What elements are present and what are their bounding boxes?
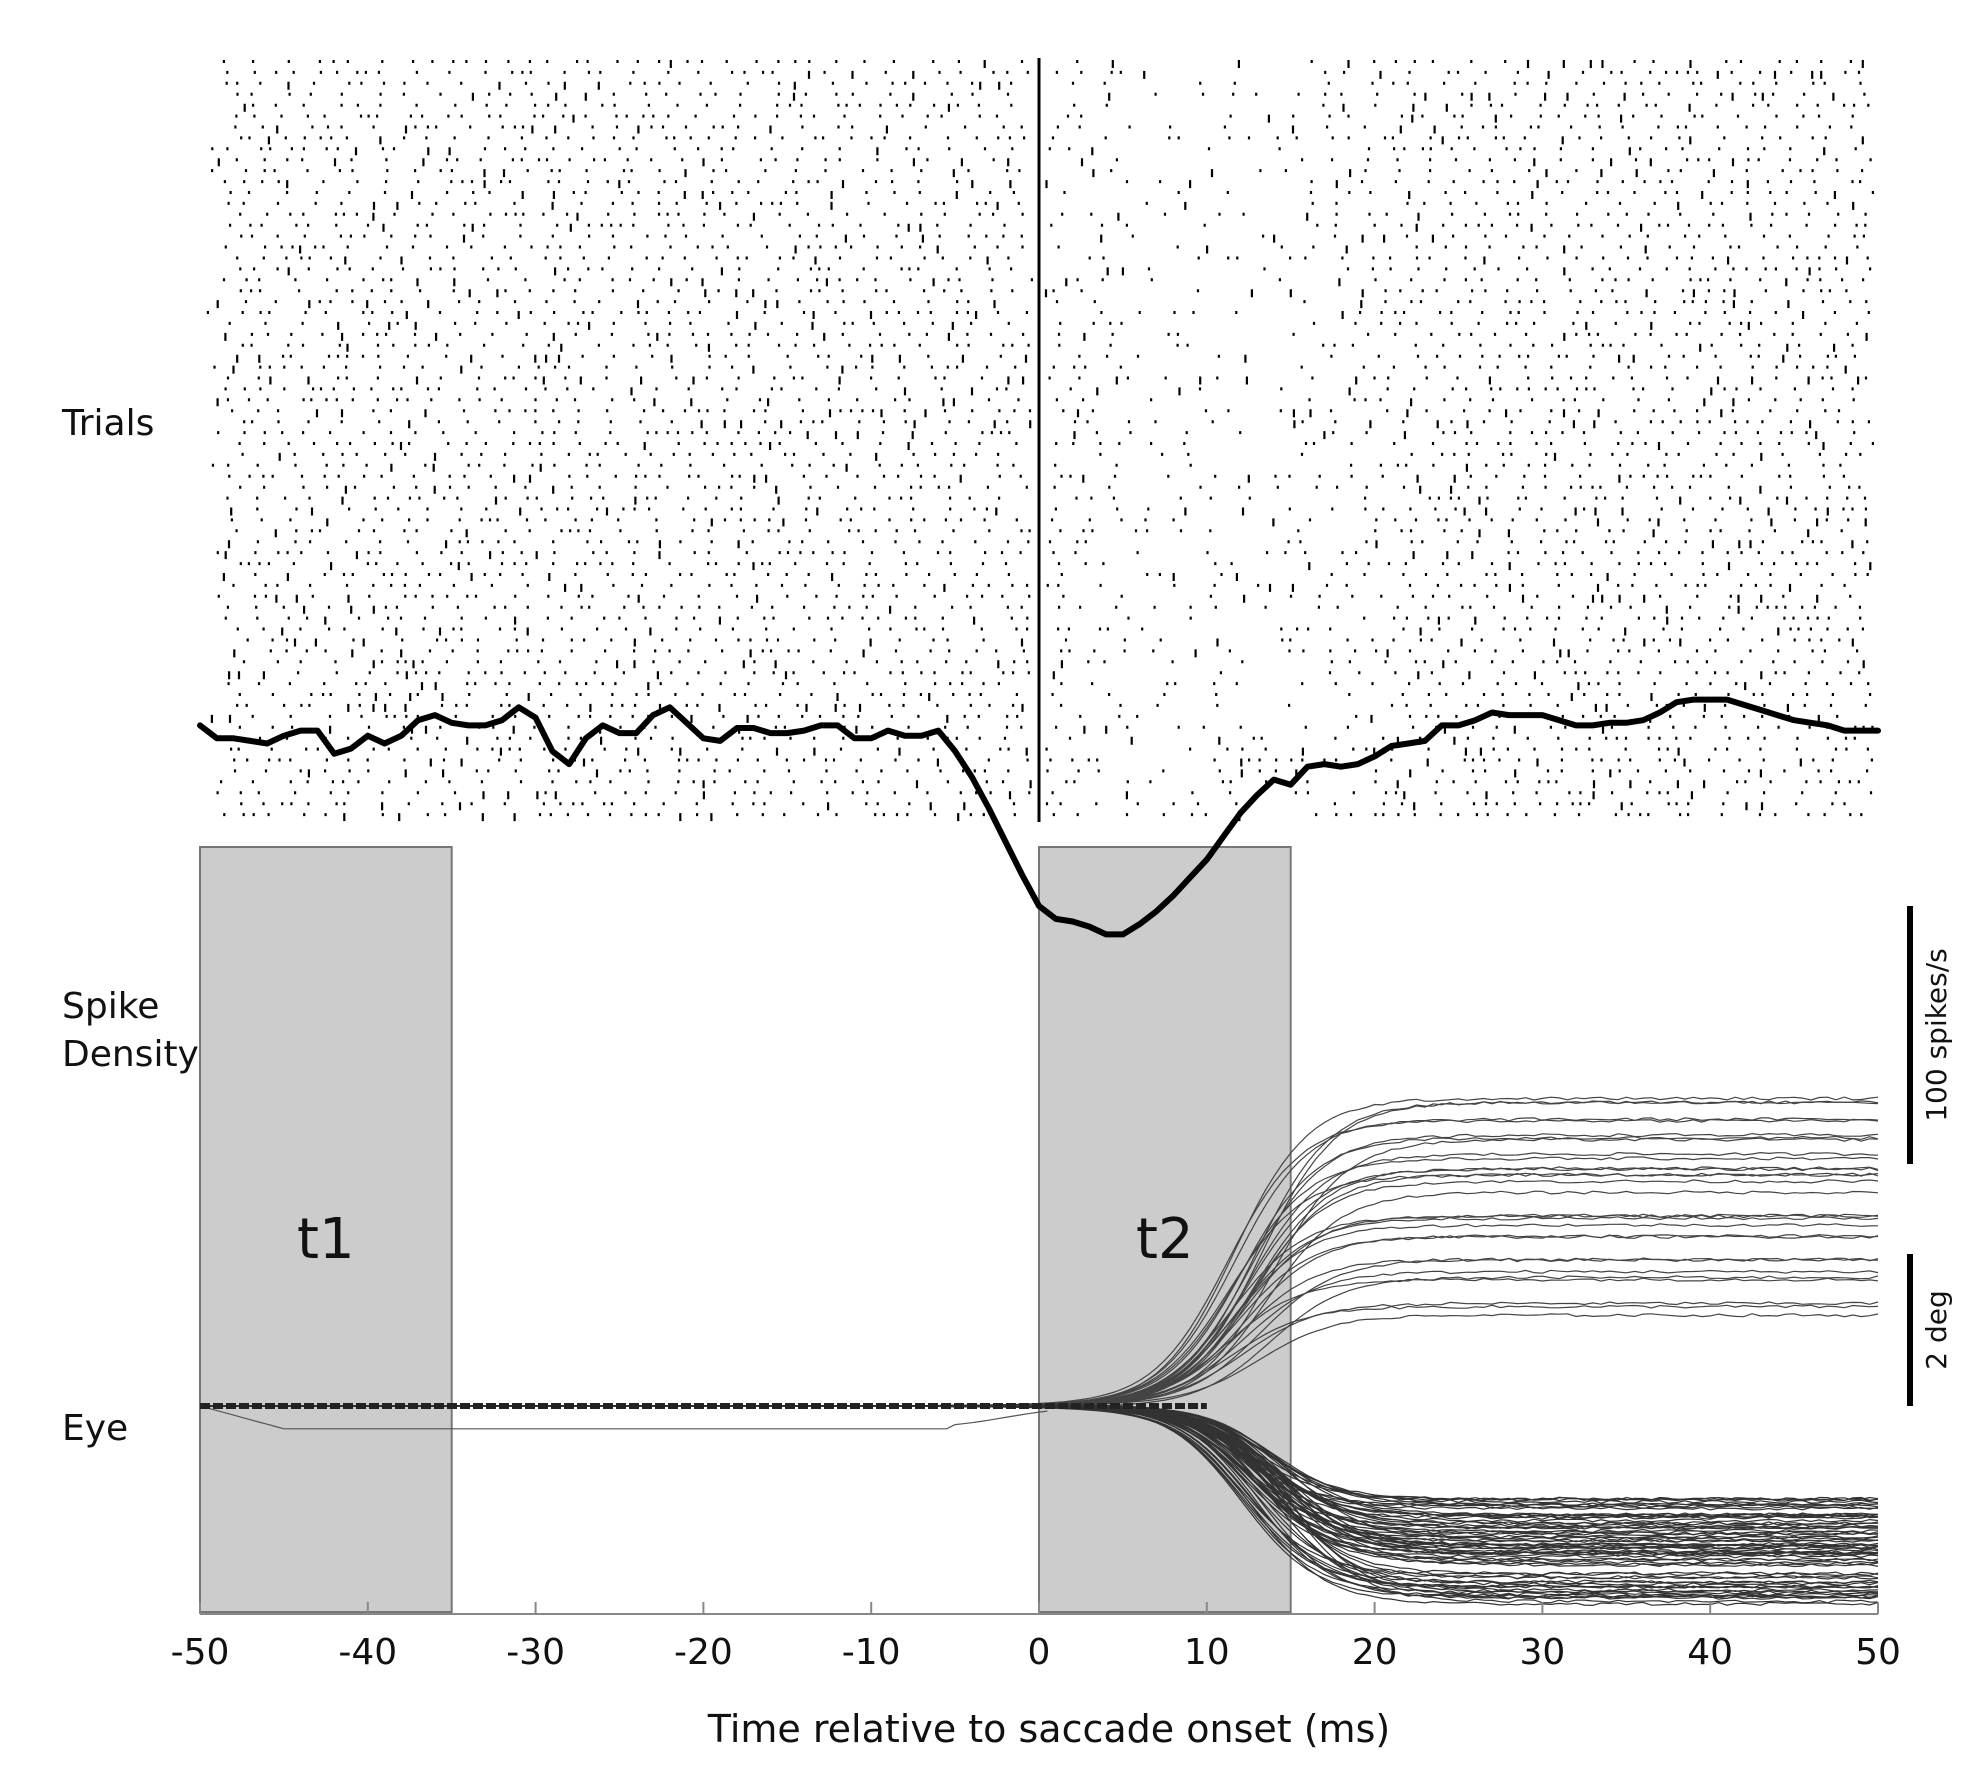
raster-spike-ticks	[206, 60, 1874, 822]
spike-density-scale-label: 100 spikes/s	[1920, 948, 1953, 1122]
spike-density-line	[197, 696, 1881, 938]
scale-bars: 100 spikes/s 2 deg	[1907, 906, 1953, 1406]
x-tick-label: 40	[1687, 1632, 1733, 1673]
eye-position-traces	[199, 1096, 1879, 1607]
x-tick-label: 50	[1855, 1632, 1901, 1673]
spike-raster	[206, 60, 1874, 822]
spike-density-row-label: Spike Density	[62, 983, 199, 1079]
analysis-window-t2	[1038, 846, 1292, 1613]
eye-row-label: Eye	[62, 1408, 129, 1449]
x-tick-label: -30	[506, 1632, 565, 1673]
eye-trace-deviant	[199, 1405, 1048, 1430]
x-axis-title: Time relative to saccade onset (ms)	[707, 1707, 1390, 1751]
x-tick-label: -40	[338, 1632, 397, 1673]
x-tick-label: -10	[842, 1632, 901, 1673]
x-tick-label: 30	[1519, 1632, 1565, 1673]
spike-density-series	[197, 696, 1881, 938]
x-axis: -50 -40 -30 -20 -10 0 10 20 30 40 50	[171, 1602, 1901, 1673]
x-tick-label: -20	[674, 1632, 733, 1673]
analysis-window-t1	[199, 846, 453, 1613]
x-tick-label: -50	[171, 1632, 230, 1673]
window-label-t2: t2	[1136, 1207, 1194, 1272]
x-tick-label: 0	[1028, 1632, 1051, 1673]
trials-row-label: Trials	[62, 403, 155, 444]
x-tick-label: 10	[1184, 1632, 1230, 1673]
eye-scale-label: 2 deg	[1920, 1290, 1953, 1370]
x-tick-label: 20	[1352, 1632, 1398, 1673]
spike-density-label-line2: Density	[62, 1034, 199, 1075]
spike-density-label-line1: Spike	[62, 986, 160, 1027]
window-label-t1: t1	[297, 1207, 355, 1272]
analysis-windows: t1 t2	[199, 846, 1292, 1613]
